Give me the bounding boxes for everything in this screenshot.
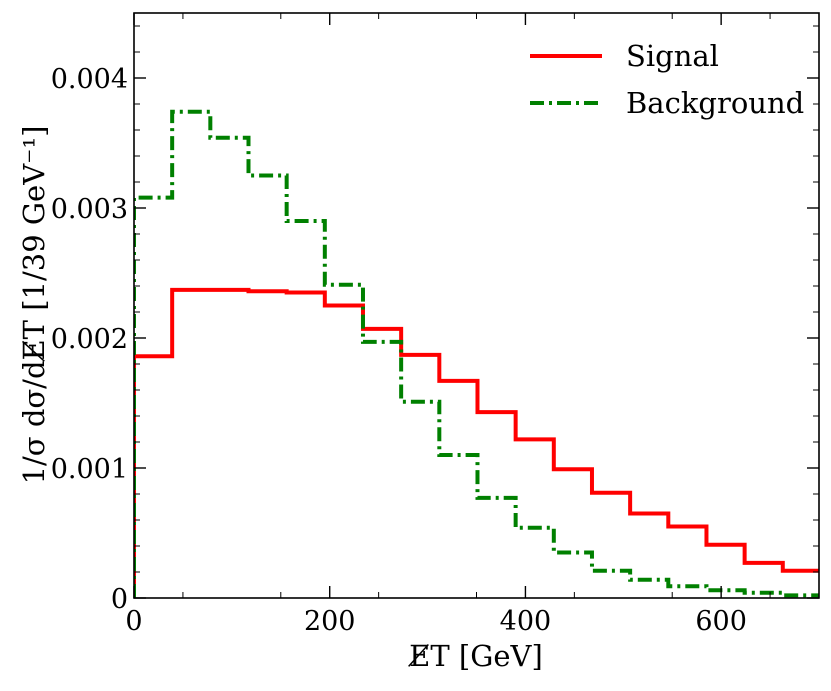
y-tick-label: 0.002 (51, 324, 128, 355)
x-tick-label: 0 (125, 606, 142, 637)
y-tick-label: 0.001 (51, 454, 128, 485)
series-background-line (134, 109, 819, 598)
tick-layer (133, 13, 819, 599)
series-layer (134, 109, 819, 598)
x-tick-label: 200 (304, 606, 356, 637)
y-tick-label: 0.003 (51, 194, 128, 225)
y-tick-label: 0 (111, 584, 128, 615)
y-axis-title: 1/σ dσ/dE̸T [1/39 GeV⁻¹] (17, 126, 51, 485)
y-tick-label: 0.004 (51, 64, 128, 95)
x-tick-label: 600 (695, 606, 747, 637)
series-signal-line (134, 287, 819, 598)
x-axis-title: E̸T [GeV] (407, 639, 542, 673)
label-layer: 0 200 400 600 0 0.001 0.002 0.003 0.004 (51, 64, 747, 637)
x-tick-label: 400 (500, 606, 552, 637)
legend-label-background: Background (626, 86, 804, 120)
legend: Signal Background (530, 39, 804, 120)
legend-label-signal: Signal (626, 39, 719, 73)
